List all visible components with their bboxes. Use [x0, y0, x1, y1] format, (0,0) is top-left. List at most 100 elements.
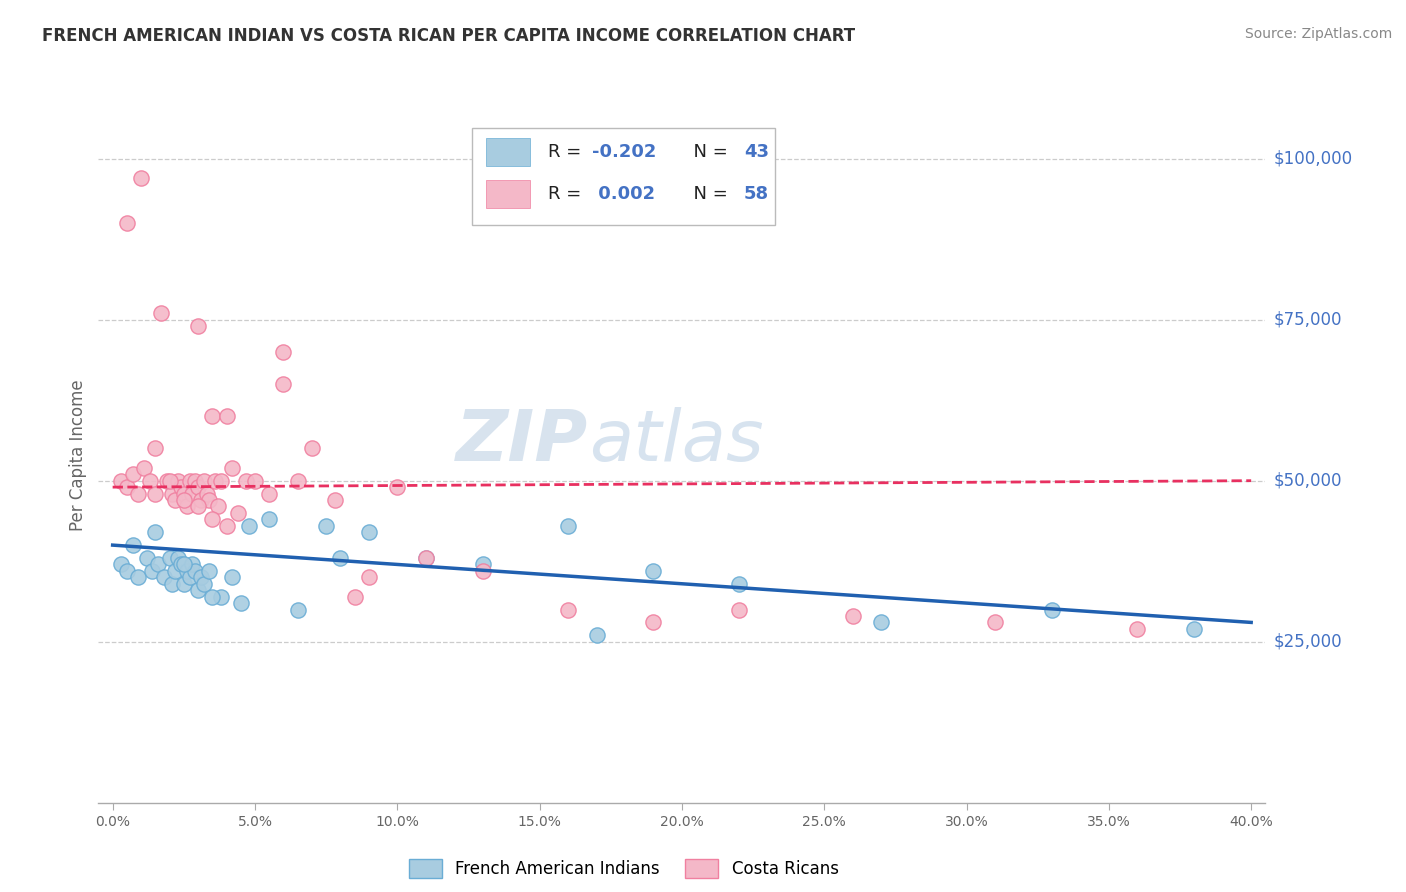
Point — [162, 576, 184, 591]
Point — [643, 615, 665, 630]
Point — [585, 628, 607, 642]
Point — [132, 460, 155, 475]
Point — [209, 590, 232, 604]
FancyBboxPatch shape — [486, 138, 530, 166]
Point — [121, 467, 143, 482]
Text: ZIP: ZIP — [457, 407, 589, 475]
Point — [257, 512, 280, 526]
Point — [138, 474, 160, 488]
Point — [193, 576, 215, 591]
Point — [184, 474, 207, 488]
Point — [181, 486, 204, 500]
Point — [187, 500, 209, 514]
Point — [221, 460, 243, 475]
Point — [357, 525, 380, 540]
Point — [243, 474, 266, 488]
Point — [187, 480, 209, 494]
Text: 43: 43 — [744, 144, 769, 161]
Point — [387, 480, 409, 494]
Point — [159, 551, 181, 566]
Text: N =: N = — [682, 144, 734, 161]
Point — [1126, 622, 1149, 636]
Text: R =: R = — [548, 185, 586, 203]
Point — [170, 480, 193, 494]
Point — [557, 518, 579, 533]
Point — [150, 306, 173, 320]
Point — [273, 344, 295, 359]
Point — [471, 564, 494, 578]
Point — [841, 609, 863, 624]
Point — [195, 486, 218, 500]
Point — [173, 558, 195, 572]
Point — [329, 551, 352, 566]
Text: $25,000: $25,000 — [1274, 632, 1343, 651]
Point — [201, 409, 224, 424]
Point — [257, 486, 280, 500]
Point — [148, 558, 170, 572]
Y-axis label: Per Capita Income: Per Capita Income — [69, 379, 87, 531]
Text: $75,000: $75,000 — [1274, 310, 1343, 328]
Point — [235, 474, 257, 488]
Point — [110, 474, 132, 488]
Point — [143, 525, 166, 540]
Point — [287, 602, 309, 616]
Point — [115, 564, 138, 578]
Legend: French American Indians, Costa Ricans: French American Indians, Costa Ricans — [402, 853, 845, 885]
Point — [301, 442, 323, 456]
Text: -0.202: -0.202 — [592, 144, 657, 161]
Point — [115, 216, 138, 230]
Point — [115, 480, 138, 494]
Point — [143, 486, 166, 500]
Point — [643, 564, 665, 578]
Point — [179, 570, 201, 584]
Point — [204, 474, 226, 488]
Point — [110, 558, 132, 572]
Point — [238, 518, 260, 533]
Point — [153, 570, 176, 584]
Point — [121, 538, 143, 552]
FancyBboxPatch shape — [486, 180, 530, 208]
Text: $50,000: $50,000 — [1274, 472, 1343, 490]
Point — [343, 590, 366, 604]
Point — [198, 493, 221, 508]
Point — [176, 500, 198, 514]
Point — [557, 602, 579, 616]
Point — [273, 377, 295, 392]
Point — [176, 564, 198, 578]
Point — [165, 493, 187, 508]
Point — [162, 486, 184, 500]
Point — [207, 500, 229, 514]
Point — [193, 474, 215, 488]
Point — [215, 409, 238, 424]
Text: Source: ZipAtlas.com: Source: ZipAtlas.com — [1244, 27, 1392, 41]
Point — [201, 590, 224, 604]
Point — [229, 596, 252, 610]
Point — [215, 518, 238, 533]
Point — [198, 564, 221, 578]
Point — [201, 512, 224, 526]
Point — [727, 576, 749, 591]
Point — [190, 493, 212, 508]
Point — [727, 602, 749, 616]
Text: $100,000: $100,000 — [1274, 150, 1353, 168]
Point — [167, 551, 190, 566]
Point — [984, 615, 1007, 630]
Point — [1182, 622, 1205, 636]
Point — [173, 486, 195, 500]
Point — [1040, 602, 1063, 616]
Point — [181, 558, 204, 572]
Point — [173, 493, 195, 508]
Point — [323, 493, 346, 508]
Point — [209, 474, 232, 488]
Point — [870, 615, 893, 630]
Point — [156, 474, 179, 488]
Point — [415, 551, 437, 566]
Point — [221, 570, 243, 584]
Point — [190, 570, 212, 584]
Point — [141, 564, 163, 578]
FancyBboxPatch shape — [472, 128, 775, 226]
Point — [173, 576, 195, 591]
Point — [143, 442, 166, 456]
Text: 58: 58 — [744, 185, 769, 203]
Point — [165, 564, 187, 578]
